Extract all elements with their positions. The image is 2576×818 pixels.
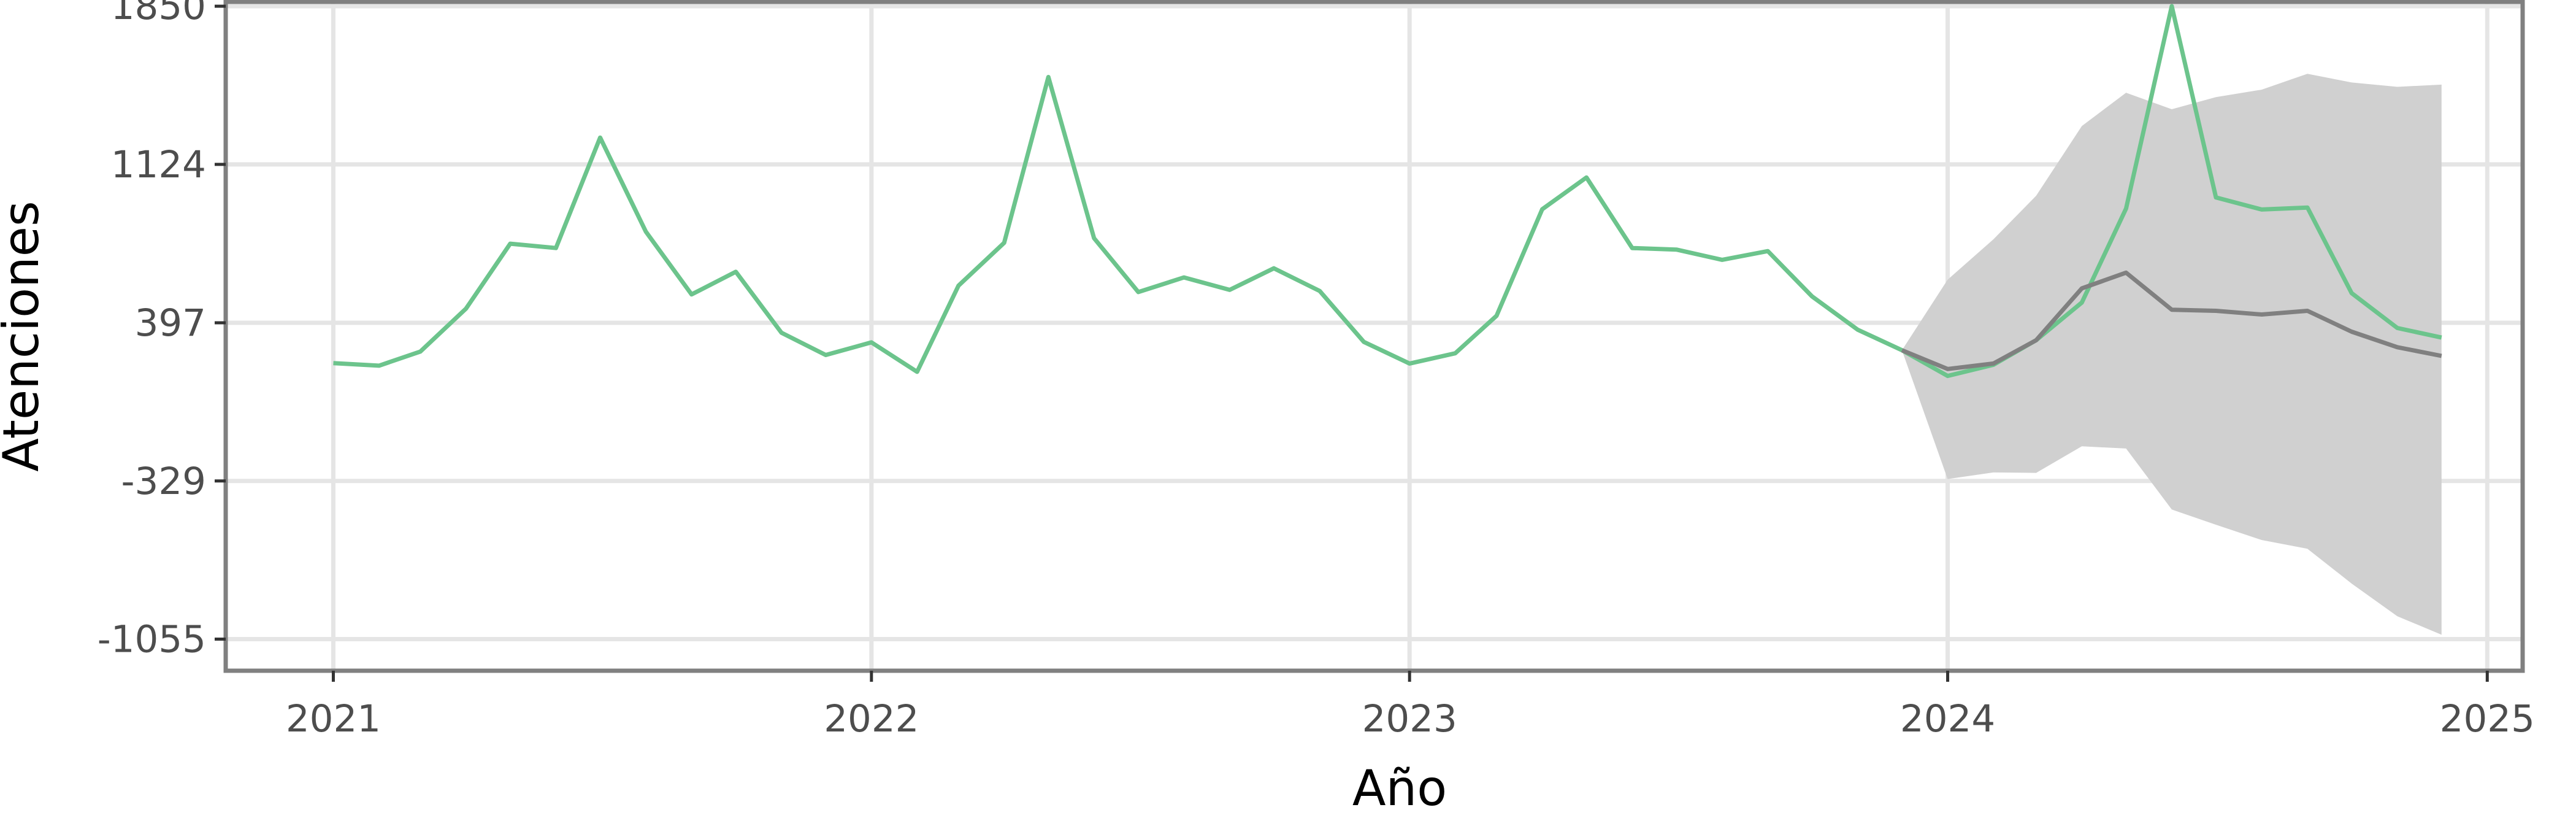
y-tick-label: -1055 [98,618,206,662]
x-axis-title: Año [1352,760,1447,817]
x-tick-label: 2025 [2440,697,2535,741]
grid [226,2,2523,671]
y-tick-label: 1124 [111,143,206,187]
forecast-series-line [1901,270,2442,371]
y-tick-label: 397 [135,301,206,345]
y-tick-label: -329 [121,460,206,503]
x-tick-label: 2022 [824,697,919,741]
y-axis-title: Atenciones [0,201,50,471]
y-tick-label: 1850 [111,0,206,28]
plot-border [223,0,2525,673]
x-tick-label: 2021 [286,697,381,741]
x-tick-label: 2024 [1900,697,1995,741]
y-axis-ticks: 1850 1124 397 -329 -1055 [98,0,226,662]
interval-band [1902,74,2442,635]
series-lines [333,4,2442,379]
x-axis-ticks: 2021 2022 2023 2024 2025 [286,671,2535,741]
x-tick-label: 2023 [1362,697,1457,741]
prediction-interval [1902,74,2442,635]
